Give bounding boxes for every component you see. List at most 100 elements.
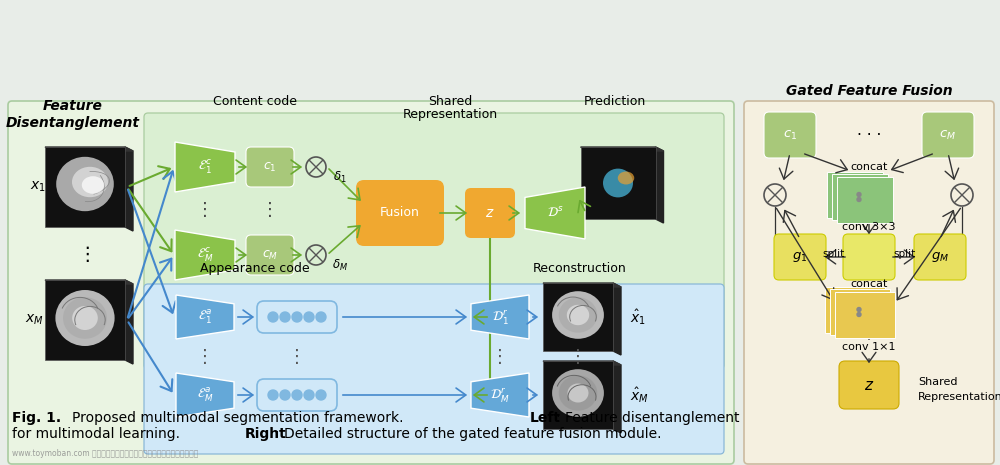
Circle shape — [304, 390, 314, 400]
FancyBboxPatch shape — [922, 112, 974, 158]
Text: $c_M$: $c_M$ — [939, 128, 957, 141]
Text: Proposed multimodal segmentation framework.: Proposed multimodal segmentation framewo… — [72, 411, 404, 425]
Circle shape — [268, 390, 278, 400]
Bar — [543, 361, 613, 429]
Text: $\mathcal{E}_M^c$: $\mathcal{E}_M^c$ — [197, 246, 213, 264]
Text: $c_1$: $c_1$ — [263, 160, 277, 173]
Text: $x_M$: $x_M$ — [25, 313, 44, 327]
Polygon shape — [45, 280, 133, 284]
Text: · · ·: · · · — [857, 127, 881, 142]
Polygon shape — [613, 361, 621, 433]
Polygon shape — [580, 147, 664, 151]
Text: concat: concat — [850, 279, 888, 289]
Text: ⋮: ⋮ — [288, 348, 306, 366]
Polygon shape — [125, 280, 133, 364]
Text: conv 3×3: conv 3×3 — [842, 222, 896, 232]
Text: ⋮: ⋮ — [261, 201, 279, 219]
Bar — [825, 287, 885, 333]
Ellipse shape — [55, 290, 115, 346]
Text: $\mathcal{D}_M^r$: $\mathcal{D}_M^r$ — [490, 386, 510, 404]
Text: $c_M$: $c_M$ — [262, 248, 278, 261]
Polygon shape — [176, 295, 234, 339]
Text: : Detailed structure of the gated feature fusion module.: : Detailed structure of the gated featur… — [275, 427, 662, 441]
Ellipse shape — [568, 384, 588, 403]
FancyBboxPatch shape — [914, 234, 966, 280]
Text: Feature: Feature — [43, 99, 103, 113]
Text: $\hat{x}_1$: $\hat{x}_1$ — [630, 307, 646, 327]
FancyBboxPatch shape — [356, 180, 444, 246]
Bar — [543, 283, 613, 351]
FancyBboxPatch shape — [843, 234, 895, 280]
Circle shape — [857, 198, 861, 201]
Ellipse shape — [559, 375, 597, 411]
Text: $\delta_M$: $\delta_M$ — [332, 258, 348, 272]
Text: concat: concat — [850, 162, 888, 172]
Polygon shape — [175, 142, 235, 192]
Text: $g_M$: $g_M$ — [931, 250, 949, 264]
Ellipse shape — [72, 167, 108, 197]
Ellipse shape — [552, 369, 604, 417]
FancyBboxPatch shape — [465, 188, 515, 238]
Polygon shape — [471, 373, 529, 417]
FancyBboxPatch shape — [774, 234, 826, 280]
Text: split: split — [823, 249, 845, 259]
Bar — [835, 292, 895, 338]
Circle shape — [292, 312, 302, 322]
Ellipse shape — [63, 297, 107, 339]
Polygon shape — [543, 283, 621, 287]
FancyBboxPatch shape — [246, 235, 294, 275]
Ellipse shape — [552, 291, 604, 339]
Circle shape — [316, 390, 326, 400]
Circle shape — [268, 312, 278, 322]
Text: $g_1$: $g_1$ — [792, 250, 808, 264]
FancyBboxPatch shape — [144, 113, 724, 369]
FancyBboxPatch shape — [144, 284, 724, 454]
Polygon shape — [613, 283, 621, 355]
Text: Shared: Shared — [428, 95, 472, 108]
Text: split: split — [894, 249, 916, 259]
Text: $\delta_1$: $\delta_1$ — [333, 169, 347, 185]
Text: $\mathcal{E}_M^a$: $\mathcal{E}_M^a$ — [197, 386, 213, 404]
Ellipse shape — [603, 169, 633, 198]
Text: : Feature disentanglement: : Feature disentanglement — [556, 411, 740, 425]
Text: ⋮: ⋮ — [569, 348, 587, 366]
Text: ⋮: ⋮ — [196, 201, 214, 219]
Text: ⋮: ⋮ — [77, 246, 97, 265]
Bar — [580, 147, 656, 219]
Text: Appearance code: Appearance code — [200, 262, 310, 275]
Ellipse shape — [56, 157, 114, 211]
FancyBboxPatch shape — [8, 101, 734, 464]
Text: Left: Left — [530, 411, 561, 425]
Polygon shape — [543, 361, 621, 365]
Circle shape — [280, 390, 290, 400]
Ellipse shape — [567, 305, 589, 325]
Text: Representation: Representation — [402, 108, 498, 121]
Bar — [45, 280, 125, 360]
Text: $z$: $z$ — [485, 206, 495, 220]
Polygon shape — [176, 373, 234, 417]
Text: Disentanglement: Disentanglement — [6, 116, 140, 130]
Circle shape — [857, 307, 861, 312]
Text: $\hat{x}_M$: $\hat{x}_M$ — [630, 385, 649, 405]
Text: ⋮: ⋮ — [196, 348, 214, 366]
Ellipse shape — [559, 297, 597, 332]
Text: ⋮: ⋮ — [491, 348, 509, 366]
Text: Shared: Shared — [918, 377, 958, 387]
Text: www.toymoban.com 网络图片仅供展示，有字帖，如需使用请联系删除。: www.toymoban.com 网络图片仅供展示，有字帖，如需使用请联系删除。 — [12, 449, 198, 458]
Bar — [832, 174, 888, 220]
Text: Reconstruction: Reconstruction — [533, 262, 627, 275]
Bar — [837, 177, 893, 223]
Polygon shape — [471, 295, 529, 339]
Text: Representation: Representation — [918, 392, 1000, 402]
Circle shape — [857, 312, 861, 317]
Polygon shape — [125, 147, 133, 231]
Polygon shape — [525, 187, 585, 239]
Text: Prediction: Prediction — [584, 95, 646, 108]
Text: $c_1$: $c_1$ — [783, 128, 797, 141]
Text: Content code: Content code — [213, 95, 297, 108]
Text: $\mathcal{E}_1^c$: $\mathcal{E}_1^c$ — [198, 158, 212, 176]
Text: Gated Feature Fusion: Gated Feature Fusion — [786, 84, 952, 98]
Ellipse shape — [618, 172, 634, 185]
Text: $\mathcal{D}^s$: $\mathcal{D}^s$ — [547, 206, 563, 220]
Text: for multimodal learning.: for multimodal learning. — [12, 427, 180, 441]
